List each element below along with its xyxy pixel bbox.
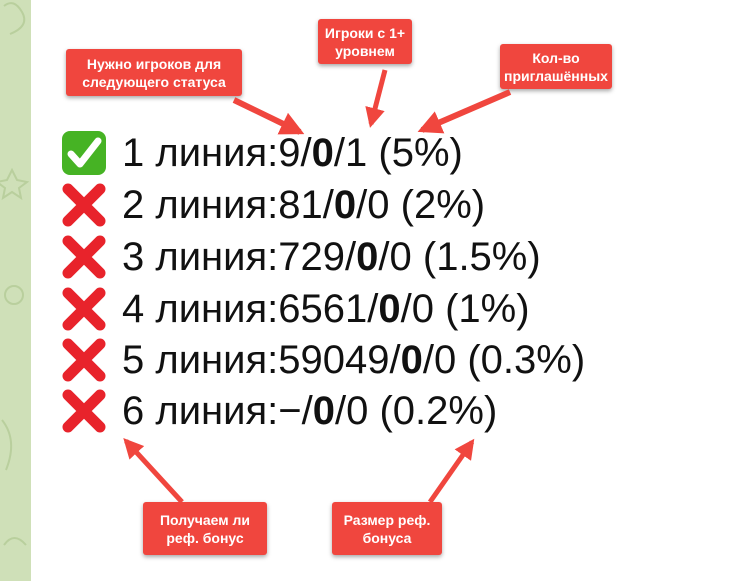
callout-invited-count: Кол-во приглашённых <box>500 44 612 89</box>
bonus-value: (0.2%) <box>379 388 498 433</box>
line-label: 6 линия: <box>122 388 279 433</box>
cross-mark-emoji-icon <box>60 285 108 333</box>
line-row: 6 линия: −/0/0 (0.2%) <box>60 386 497 436</box>
callout-needed-players-text: Нужно игроков для следующего статуса <box>82 55 226 90</box>
chat-wallpaper <box>0 0 31 581</box>
invited-value: 1 <box>345 130 368 175</box>
separator: / <box>300 130 312 175</box>
invited-value: 0 <box>433 337 457 382</box>
invited-value: 0 <box>411 286 434 331</box>
wallpaper-doodles <box>0 2 30 546</box>
cross-mark-emoji-icon <box>60 233 108 281</box>
separator: / <box>301 388 313 433</box>
line-row: 1 линия: 9/0/1 (5%) <box>60 128 463 178</box>
bonus-value: (0.3%) <box>467 337 586 382</box>
separator: / <box>322 182 334 227</box>
callout-needed-players: Нужно игроков для следующего статуса <box>66 49 242 96</box>
line-label: 5 линия: <box>122 337 279 382</box>
bonus-value: (2%) <box>400 182 486 227</box>
line-row: 4 линия: 6561/0/0 (1%) <box>60 284 530 334</box>
separator: / <box>334 388 347 433</box>
callout-bonus-received: Получаем ли реф. бонус <box>143 502 267 555</box>
needed-value: 81 <box>278 182 323 227</box>
active-value: 0 <box>400 337 423 382</box>
separator: / <box>333 130 345 175</box>
line-label: 2 линия: <box>122 182 279 227</box>
line-row: 2 линия: 81/0/0 (2%) <box>60 180 485 230</box>
separator: / <box>356 182 368 227</box>
bonus-value: (5%) <box>378 130 463 175</box>
active-value: 0 <box>378 286 401 331</box>
invited-value: 0 <box>346 388 369 433</box>
check-mark-emoji-icon <box>60 129 108 177</box>
active-value: 0 <box>356 234 379 279</box>
cross-mark-emoji-icon <box>60 336 108 384</box>
needed-value: 729 <box>278 234 345 279</box>
separator: / <box>389 337 401 382</box>
separator: / <box>345 234 357 279</box>
callout-active-players: Игроки с 1+ уровнем <box>318 19 412 64</box>
needed-value: 9 <box>278 130 301 175</box>
line-label: 1 линия: <box>122 130 279 175</box>
line-label: 3 линия: <box>122 234 279 279</box>
bonus-value: (1%) <box>445 286 530 331</box>
active-value: 0 <box>311 130 334 175</box>
separator: / <box>367 286 379 331</box>
cross-mark-emoji-icon <box>60 181 108 229</box>
separator: / <box>378 234 390 279</box>
invited-value: 0 <box>389 234 412 279</box>
line-row: 5 линия: 59049/0/0 (0.3%) <box>60 335 585 385</box>
line-label: 4 линия: <box>122 286 279 331</box>
callout-active-players-text: Игроки с 1+ уровнем <box>324 24 406 59</box>
invited-value: 0 <box>367 182 390 227</box>
callout-bonus-size-text: Размер реф. бонуса <box>343 511 431 546</box>
needed-value: − <box>278 388 302 433</box>
separator: / <box>400 286 412 331</box>
needed-value: 59049 <box>278 337 390 382</box>
cross-mark-emoji-icon <box>60 387 108 435</box>
active-value: 0 <box>333 182 357 227</box>
callout-bonus-size: Размер реф. бонуса <box>332 502 442 555</box>
active-value: 0 <box>312 388 335 433</box>
line-row: 3 линия: 729/0/0 (1.5%) <box>60 232 541 282</box>
needed-value: 6561 <box>278 286 368 331</box>
separator: / <box>422 337 434 382</box>
callout-bonus-received-text: Получаем ли реф. бонус <box>159 511 251 546</box>
bonus-value: (1.5%) <box>422 234 541 279</box>
callout-invited-count-text: Кол-во приглашённых <box>504 49 608 84</box>
